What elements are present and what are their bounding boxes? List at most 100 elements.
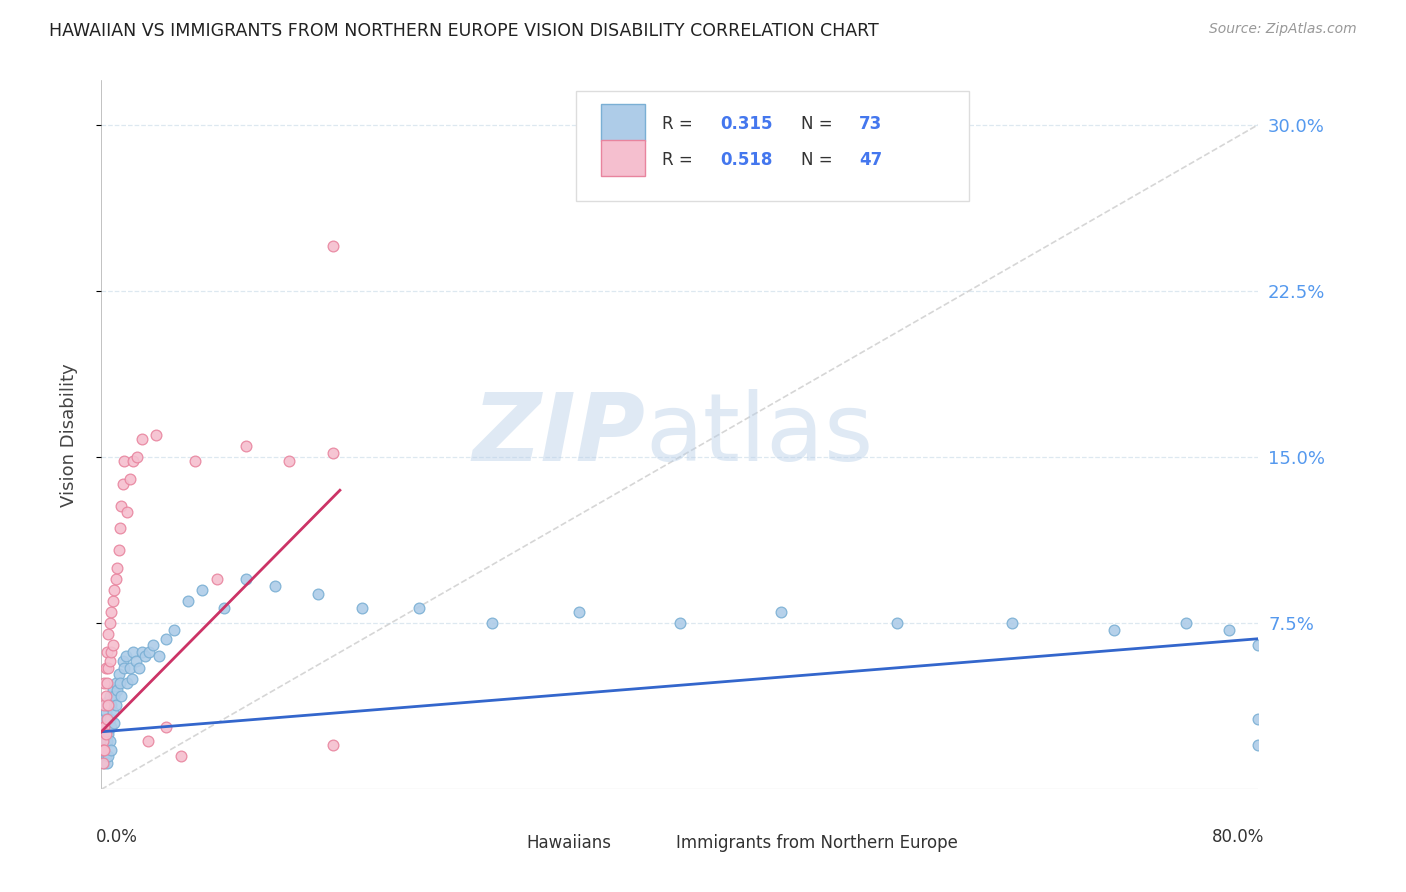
Point bbox=[122, 454, 145, 468]
Point bbox=[117, 676, 139, 690]
Point bbox=[138, 645, 160, 659]
Point bbox=[107, 667, 129, 681]
Text: Immigrants from Northern Europe: Immigrants from Northern Europe bbox=[676, 834, 959, 853]
Point bbox=[93, 676, 115, 690]
Point bbox=[97, 749, 120, 764]
Text: atlas: atlas bbox=[645, 389, 873, 481]
Point bbox=[100, 720, 122, 734]
Point bbox=[322, 738, 344, 752]
Point bbox=[91, 756, 114, 770]
Point bbox=[96, 756, 118, 770]
Point bbox=[96, 676, 118, 690]
Point bbox=[93, 756, 115, 770]
Point bbox=[205, 572, 228, 586]
Point bbox=[100, 742, 122, 756]
Point bbox=[98, 712, 121, 726]
Point bbox=[1102, 623, 1125, 637]
Point bbox=[96, 712, 118, 726]
Text: Source: ZipAtlas.com: Source: ZipAtlas.com bbox=[1209, 22, 1357, 37]
Point bbox=[94, 705, 117, 719]
Text: R =: R = bbox=[662, 151, 699, 169]
Point bbox=[170, 749, 193, 764]
Point bbox=[97, 660, 120, 674]
Point bbox=[1001, 616, 1024, 631]
Point bbox=[103, 715, 125, 730]
Text: 0.0%: 0.0% bbox=[96, 829, 138, 847]
Point bbox=[307, 587, 329, 601]
Point bbox=[235, 572, 257, 586]
FancyBboxPatch shape bbox=[602, 140, 645, 176]
Point bbox=[94, 720, 117, 734]
Point bbox=[105, 561, 128, 575]
Point bbox=[131, 432, 153, 446]
Point bbox=[235, 439, 257, 453]
Point bbox=[93, 742, 115, 756]
Point bbox=[127, 450, 149, 464]
Point bbox=[134, 649, 156, 664]
Point bbox=[770, 605, 793, 619]
Point bbox=[155, 720, 177, 734]
Y-axis label: Vision Disability: Vision Disability bbox=[59, 363, 77, 507]
Point bbox=[1247, 738, 1270, 752]
Point bbox=[108, 676, 131, 690]
Point bbox=[1247, 639, 1270, 653]
Point bbox=[481, 616, 503, 631]
Point bbox=[97, 712, 120, 726]
Point bbox=[112, 454, 135, 468]
Point bbox=[93, 742, 115, 756]
Point bbox=[114, 649, 136, 664]
Point bbox=[103, 582, 125, 597]
Point bbox=[98, 733, 121, 747]
Point bbox=[111, 476, 134, 491]
Point bbox=[93, 720, 115, 734]
Point bbox=[131, 645, 153, 659]
Point bbox=[1247, 712, 1270, 726]
Point bbox=[408, 600, 430, 615]
Point bbox=[93, 733, 115, 747]
Text: N =: N = bbox=[801, 151, 838, 169]
Point bbox=[94, 727, 117, 741]
FancyBboxPatch shape bbox=[575, 91, 969, 201]
Text: 47: 47 bbox=[859, 151, 883, 169]
Point bbox=[96, 715, 118, 730]
Point bbox=[107, 543, 129, 558]
Point bbox=[96, 645, 118, 659]
Point bbox=[104, 698, 127, 713]
Point bbox=[100, 605, 122, 619]
FancyBboxPatch shape bbox=[634, 833, 666, 854]
Point bbox=[104, 572, 127, 586]
Point bbox=[105, 682, 128, 697]
Point bbox=[97, 694, 120, 708]
Point bbox=[91, 733, 114, 747]
Point bbox=[1175, 616, 1198, 631]
Point bbox=[100, 645, 122, 659]
Point bbox=[108, 521, 131, 535]
Point bbox=[110, 499, 132, 513]
Point bbox=[120, 660, 142, 674]
Point bbox=[111, 654, 134, 668]
Point bbox=[122, 645, 145, 659]
FancyBboxPatch shape bbox=[602, 104, 645, 141]
Point bbox=[162, 623, 184, 637]
Point bbox=[97, 627, 120, 641]
Point bbox=[96, 698, 118, 713]
Point bbox=[91, 742, 114, 756]
Point bbox=[93, 712, 115, 726]
Point bbox=[93, 698, 115, 713]
FancyBboxPatch shape bbox=[484, 833, 516, 854]
Point bbox=[125, 654, 148, 668]
Point bbox=[117, 505, 139, 519]
Point bbox=[155, 632, 177, 646]
Text: 73: 73 bbox=[859, 115, 883, 133]
Point bbox=[91, 749, 114, 764]
Point bbox=[184, 454, 207, 468]
Point bbox=[103, 690, 125, 704]
Text: R =: R = bbox=[662, 115, 699, 133]
Text: ZIP: ZIP bbox=[472, 389, 645, 481]
Point bbox=[98, 616, 121, 631]
Point bbox=[101, 705, 124, 719]
Text: Hawaiians: Hawaiians bbox=[526, 834, 610, 853]
Point bbox=[142, 639, 165, 653]
Text: 0.518: 0.518 bbox=[720, 151, 773, 169]
Point bbox=[96, 733, 118, 747]
